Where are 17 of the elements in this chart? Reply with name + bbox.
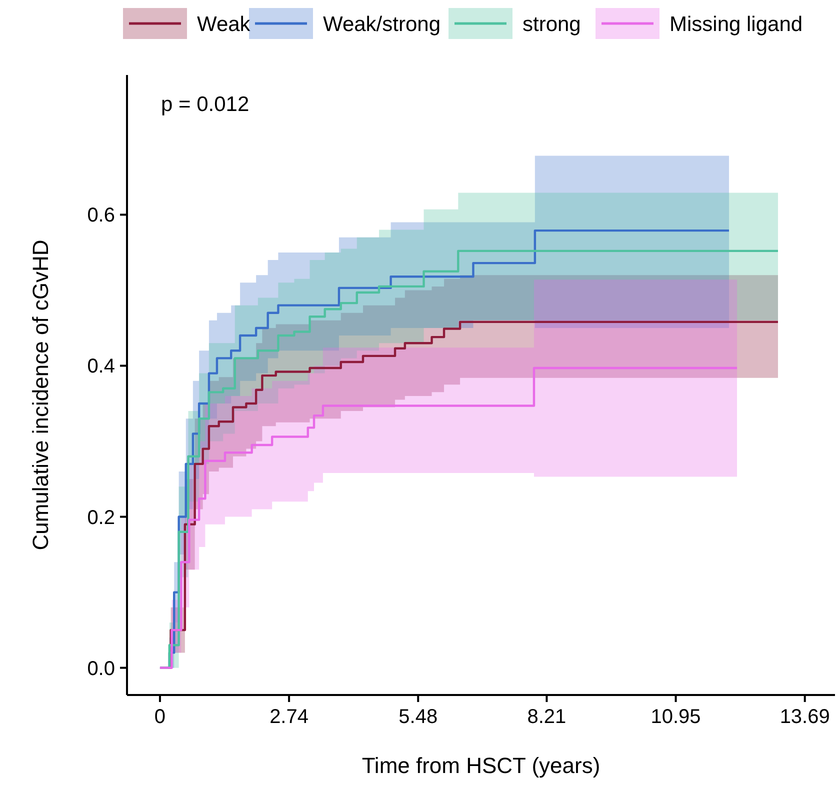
y-tick-label: 0.4 [87, 356, 115, 378]
y-tick-label: 0.6 [87, 204, 115, 227]
y-tick-label: 0.0 [87, 658, 115, 680]
y-axis-title: Cumulative incidence of cGvHD [28, 240, 53, 550]
x-tick-label: 10.95 [650, 706, 701, 728]
annotation: p = 0.012 [161, 93, 250, 116]
x-tick-label: 8.21 [527, 706, 566, 728]
x-tick-label: 0 [154, 706, 166, 728]
legend-label: Weak/strong [323, 12, 440, 36]
legend-label: Missing ligand [670, 12, 803, 36]
x-tick-label: 13.69 [780, 706, 830, 728]
legend-label: strong [522, 12, 581, 36]
x-tick-label: 2.74 [270, 706, 309, 728]
legend-label: Weak [197, 12, 251, 36]
x-tick-label: 5.48 [398, 706, 438, 728]
y-tick-label: 0.2 [87, 506, 115, 529]
x-axis-title: Time from HSCT (years) [362, 753, 600, 778]
